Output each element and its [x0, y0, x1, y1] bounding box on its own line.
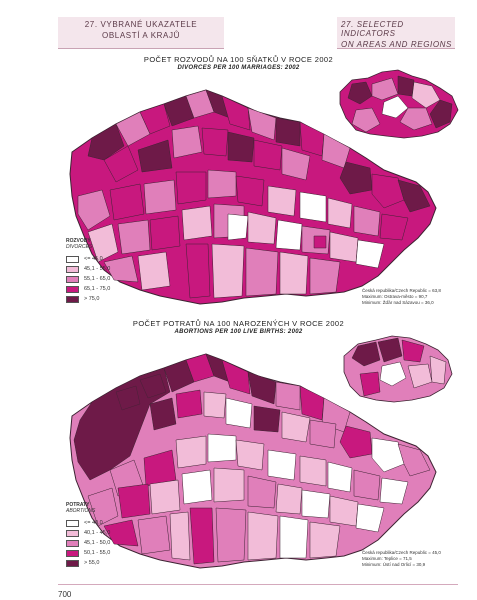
footer-rule — [58, 584, 458, 585]
map1-swatch-5 — [66, 295, 79, 303]
map2-subtitle: ABORTIONS PER 100 LIVE BIRTHS: 2002 — [174, 329, 303, 335]
header-left-line1: 27. VYBRANÉ UKAZATELE — [84, 20, 198, 29]
map1-legend-item: 55,1 - 65,0 — [66, 274, 110, 284]
map1-legend-item: > 75,0 — [66, 294, 110, 304]
map2-swatch-5 — [66, 559, 79, 567]
map2-legend-subtitle: ABORTIONS — [66, 508, 96, 514]
map2-swatch-1 — [66, 519, 79, 527]
header-left-line2: OBLASTÍ A KRAJŮ — [102, 31, 180, 40]
map1-legend-subtitle: DIVORCES — [66, 244, 93, 250]
map1-swatch-1 — [66, 255, 79, 263]
map2-legend-label-1: <= 40,0 — [84, 520, 103, 526]
map2-legend-label-4: 50,1 - 55,0 — [84, 550, 111, 556]
map1-stat-maximum: Maximum: Ostrava-město = 90,7 — [362, 294, 428, 299]
map1-subtitle: DIVORCES PER 100 MARRIAGES: 2002 — [177, 65, 300, 71]
map2-legend-item: 50,1 - 55,0 — [66, 548, 110, 558]
map2-swatch-3 — [66, 539, 79, 547]
map2-legend-item: <= 40,0 — [66, 518, 110, 528]
map1-main — [69, 89, 437, 305]
map1-inset — [339, 69, 459, 139]
map1-stat-national: Česká republika/Czech Republic = 63,8 — [362, 288, 441, 293]
map1-stats: Česká republika/Czech Republic = 63,8 Ma… — [362, 288, 441, 306]
map2-legend: POTRATY ABORTIONS <= 40,0 40,1 - 45,0 45… — [66, 502, 110, 568]
map1-swatch-4 — [66, 285, 79, 293]
map1-swatch-2 — [66, 265, 79, 273]
map1-legend-label-4: 65,1 - 75,0 — [84, 286, 111, 292]
map2-title: POČET POTRATŮ NA 100 NAROZENÝCH V ROCE 2… — [132, 319, 345, 328]
section-header-czech: 27. VYBRANÉ UKAZATELE OBLASTÍ A KRAJŮ — [58, 17, 224, 49]
map2-swatch-4 — [66, 549, 79, 557]
map1-swatch-3 — [66, 275, 79, 283]
page-number: 700 — [58, 590, 72, 599]
map1-legend-title: ROZVODY — [66, 238, 91, 244]
map2-stats: Česká republika/Czech Republic = 45,0 Ma… — [362, 550, 441, 568]
map2-legend-title: POTRATY — [66, 502, 90, 508]
map1-legend: ROZVODY DIVORCES <= 45,0 45,1 - 55,0 55,… — [66, 238, 110, 304]
map2-legend-label-2: 40,1 - 45,0 — [84, 530, 111, 536]
map1-legend-item: 65,1 - 75,0 — [66, 284, 110, 294]
map1-legend-label-5: > 75,0 — [84, 296, 100, 302]
map1-legend-item: <= 45,0 — [66, 254, 110, 264]
map2-inset — [343, 335, 453, 403]
map2-stat-maximum: Maximum: Teplice = 71,5 — [362, 556, 412, 561]
map2-swatch-2 — [66, 529, 79, 537]
map2-stat-minimum: Minimum: Ústí nad Orlicí = 30,9 — [362, 562, 426, 567]
section-header-english: 27. SELECTED INDICATORS ON AREAS AND REG… — [337, 17, 455, 49]
map2-main — [69, 353, 437, 569]
header-right-line1: 27. SELECTED INDICATORS — [341, 20, 404, 38]
map1-legend-label-2: 45,1 - 55,0 — [84, 266, 111, 272]
map2-legend-label-3: 45,1 - 50,0 — [84, 540, 111, 546]
map1-legend-label-1: <= 45,0 — [84, 256, 103, 262]
map1-legend-item: 45,1 - 55,0 — [66, 264, 110, 274]
map1-title: POČET ROZVODŮ NA 100 SŇATKŮ V ROCE 2002 — [143, 55, 334, 64]
map1-stat-minimum: Minimum: Žďár nad Sázavou = 36,0 — [362, 300, 434, 305]
header-right-line2: ON AREAS AND REGIONS — [341, 40, 452, 49]
map2-stat-national: Česká republika/Czech Republic = 45,0 — [362, 550, 441, 555]
map1-legend-label-3: 55,1 - 65,0 — [84, 276, 111, 282]
map2-legend-item: > 55,0 — [66, 558, 110, 568]
map2-legend-item: 40,1 - 45,0 — [66, 528, 110, 538]
map2-legend-label-5: > 55,0 — [84, 560, 100, 566]
map2-legend-item: 45,1 - 50,0 — [66, 538, 110, 548]
